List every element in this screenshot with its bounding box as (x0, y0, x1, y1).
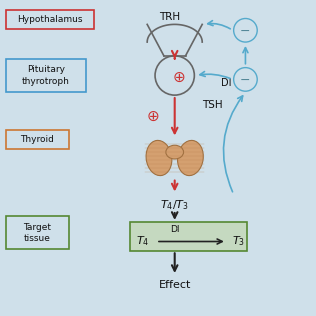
Text: Thyroid: Thyroid (20, 135, 54, 144)
Text: $T_3$: $T_3$ (232, 234, 245, 248)
Text: DI: DI (221, 78, 231, 88)
Text: TSH: TSH (202, 100, 223, 110)
Text: Pituitary
thyrotroph: Pituitary thyrotroph (22, 65, 70, 86)
Text: ⊕: ⊕ (172, 70, 185, 85)
Ellipse shape (166, 145, 184, 159)
Text: ⊕: ⊕ (147, 109, 160, 124)
Ellipse shape (146, 140, 172, 176)
Text: $T_4/T_3$: $T_4/T_3$ (160, 198, 189, 212)
Text: Effect: Effect (159, 280, 191, 290)
Text: $T_4$: $T_4$ (136, 234, 149, 248)
Text: Target
tissue: Target tissue (23, 222, 51, 243)
FancyBboxPatch shape (130, 222, 247, 251)
Text: −: − (240, 25, 251, 38)
Ellipse shape (178, 140, 203, 176)
Text: DI: DI (170, 225, 179, 234)
Text: TRH: TRH (159, 11, 180, 21)
Text: −: − (240, 74, 251, 87)
Text: Hypothalamus: Hypothalamus (17, 15, 83, 24)
